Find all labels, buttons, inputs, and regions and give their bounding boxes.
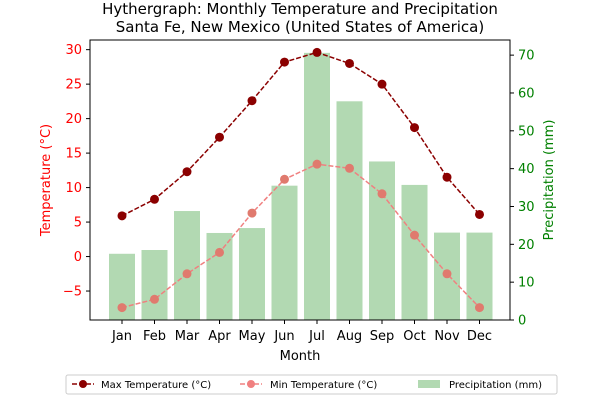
min-temp-point-aug xyxy=(345,163,354,173)
precip-bar-feb xyxy=(141,250,168,320)
max-temp-point-oct xyxy=(410,123,419,133)
x-tick-label: May xyxy=(239,329,266,344)
x-tick-label: Nov xyxy=(434,329,460,344)
x-tick-label: Mar xyxy=(175,329,200,344)
max-temp-point-dec xyxy=(475,209,484,219)
left-tick-label: 5 xyxy=(74,216,82,231)
legend-precip-label: Precipitation (mm) xyxy=(449,380,542,391)
x-tick-label: Dec xyxy=(467,329,492,344)
left-tick-label: 30 xyxy=(65,43,82,58)
right-tick-label: 40 xyxy=(518,162,535,177)
max-temp-point-sep xyxy=(377,79,387,89)
x-tick-label: Aug xyxy=(337,329,362,344)
left-axis-label: Temperature (°C) xyxy=(39,124,54,237)
min-temp-point-sep xyxy=(377,189,387,199)
x-tick-label: Oct xyxy=(403,329,425,344)
precip-bar-may xyxy=(239,228,265,320)
right-tick-label: 10 xyxy=(518,276,535,291)
right-tick-label: 30 xyxy=(518,200,535,215)
legend-min-marker xyxy=(247,380,255,388)
precip-bar-mar xyxy=(174,211,200,320)
max-temp-point-nov xyxy=(442,172,452,182)
right-tick-label: 20 xyxy=(518,238,535,253)
left-tick-label: 10 xyxy=(65,181,82,196)
right-tick-label: 0 xyxy=(518,314,526,329)
precipitation-bars xyxy=(109,52,493,320)
right-tick-label: 70 xyxy=(518,49,535,64)
min-temp-point-jan xyxy=(117,303,127,313)
max-temp-line xyxy=(121,51,481,217)
max-temp-point-aug xyxy=(345,58,354,68)
right-axis-label: Precipitation (mm) xyxy=(542,120,557,241)
left-axis-ticks: −5 0 5 10 15 20 25 30 xyxy=(63,43,90,300)
right-axis-ticks: 0 10 20 30 40 50 60 70 xyxy=(510,49,535,329)
x-tick-label: Jan xyxy=(111,329,132,344)
x-axis-label: Month xyxy=(280,349,321,364)
precip-bar-apr xyxy=(206,232,233,320)
temperature-lines xyxy=(117,47,484,313)
chart-subtitle: Santa Fe, New Mexico (United States of A… xyxy=(116,18,484,36)
x-tick-label: Jul xyxy=(308,329,325,344)
left-tick-label: 25 xyxy=(65,78,82,93)
max-temp-point-may xyxy=(247,96,257,106)
legend-max-marker xyxy=(79,380,87,388)
max-temp-point-jul xyxy=(312,47,322,57)
max-temp-point-apr xyxy=(215,132,224,142)
plot-frame xyxy=(89,39,511,321)
min-temp-point-dec xyxy=(475,303,484,313)
precip-bar-aug xyxy=(336,101,363,320)
min-temp-point-jun xyxy=(280,174,289,184)
min-temp-point-apr xyxy=(215,247,224,257)
x-tick-label: Jun xyxy=(273,329,294,344)
left-tick-label: 15 xyxy=(65,147,82,162)
min-temp-point-jul xyxy=(312,159,322,169)
left-tick-label: 20 xyxy=(65,112,82,127)
min-temp-point-oct xyxy=(410,230,419,240)
x-tick-label: Sep xyxy=(370,329,395,344)
precip-bar-jun xyxy=(271,185,298,320)
x-axis-ticks: Jan Feb Mar Apr May Jun Jul Aug Sep Oct Nov Dec xyxy=(111,320,492,344)
max-temp-point-feb xyxy=(150,194,159,204)
min-temp-point-mar xyxy=(182,269,192,279)
min-temp-point-nov xyxy=(442,269,452,279)
max-temp-point-mar xyxy=(182,167,192,177)
max-temp-point-jan xyxy=(117,211,127,221)
legend-min-label: Min Temperature (°C) xyxy=(270,380,377,391)
min-temp-line xyxy=(121,163,481,309)
precip-bar-jul xyxy=(304,52,330,320)
max-temp-point-jun xyxy=(280,57,289,67)
chart-title: Hythergraph: Monthly Temperature and Pre… xyxy=(102,0,498,18)
min-temp-point-may xyxy=(247,208,257,218)
x-tick-label: Apr xyxy=(208,329,231,344)
legend-max-label: Max Temperature (°C) xyxy=(101,380,211,391)
precip-bar-sep xyxy=(369,161,395,320)
legend-precip-swatch xyxy=(418,380,440,388)
legend: Max Temperature (°C) Min Temperature (°C… xyxy=(65,374,558,395)
x-tick-label: Feb xyxy=(143,329,166,344)
left-tick-label: −5 xyxy=(63,285,82,300)
left-tick-label: 0 xyxy=(74,250,82,265)
legend-box xyxy=(65,374,558,395)
right-tick-label: 50 xyxy=(518,124,535,139)
min-temp-point-feb xyxy=(150,294,159,304)
precip-bar-oct xyxy=(401,184,428,320)
right-tick-label: 60 xyxy=(518,86,535,101)
